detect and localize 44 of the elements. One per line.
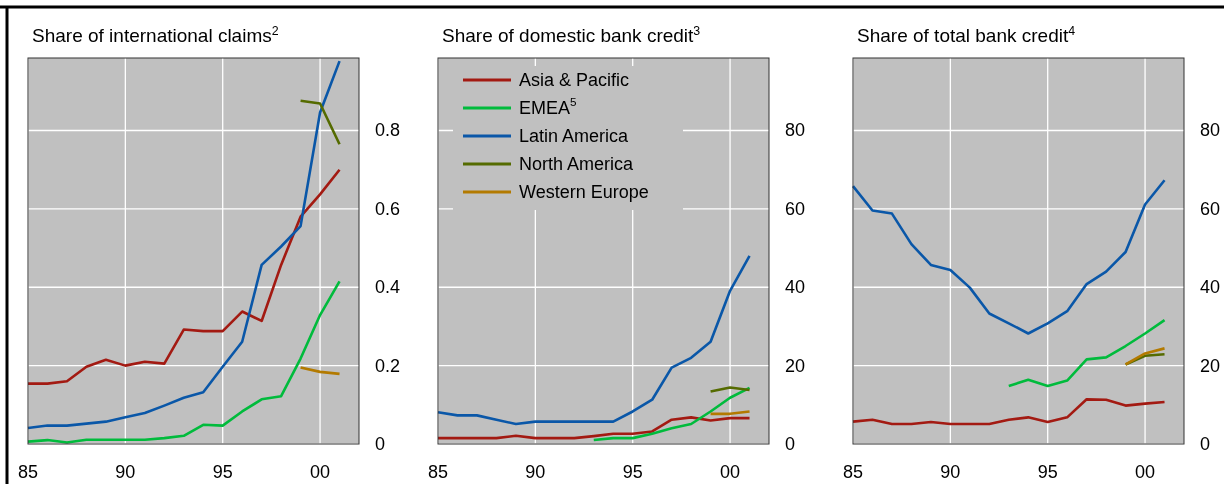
legend-label: Asia & Pacific — [519, 70, 630, 90]
line-series — [26, 168, 341, 385]
y-tick-label: 80 — [785, 120, 806, 141]
x-tick-label: 90 — [525, 462, 546, 482]
y-tick-label: 60 — [1200, 198, 1221, 219]
y-tick-label: 20 — [785, 355, 806, 376]
line-series — [851, 398, 1166, 426]
chart-title: Share of international claims$^{2}$ — [32, 24, 279, 46]
legend-label: North America — [519, 154, 635, 174]
x-tick-label: 85 — [427, 462, 449, 482]
line-series — [851, 178, 1166, 335]
y-tick-label: 0.6 — [375, 198, 401, 219]
x-tick-label: 95 — [622, 462, 643, 482]
y-tick-label: 20 — [1200, 355, 1221, 376]
legend-label: Latin America — [519, 126, 630, 146]
chart-title: Share of total bank credit$^{4}$ — [857, 24, 1076, 46]
x-tick-label: 90 — [115, 462, 136, 482]
line-series — [26, 280, 341, 444]
y-tick-label: 80 — [1200, 120, 1221, 141]
x-tick-label: 90 — [940, 462, 961, 482]
y-tick-label: 60 — [785, 198, 806, 219]
line-series — [592, 386, 751, 442]
chart-title: Share of domestic bank credit$^{3}$ — [442, 24, 701, 46]
legend-label: EMEA$^{5}$ — [519, 95, 578, 118]
y-tick-label: 0.2 — [375, 355, 401, 376]
y-tick-label: 0 — [1200, 434, 1211, 454]
x-tick-label: 95 — [212, 462, 233, 482]
y-tick-label: 0.4 — [375, 277, 401, 298]
x-tick-label: 00 — [720, 462, 741, 482]
x-tick-label: 95 — [1037, 462, 1058, 482]
x-tick-label: 00 — [310, 462, 331, 482]
x-tick-label: 85 — [17, 462, 39, 482]
y-tick-label: 0 — [785, 434, 796, 454]
y-tick-label: 40 — [1200, 277, 1221, 298]
line-series — [1007, 318, 1166, 388]
line-series — [436, 416, 751, 440]
y-tick-label: 0 — [375, 434, 386, 454]
x-tick-label: 85 — [842, 462, 864, 482]
line-series — [436, 254, 751, 426]
x-tick-label: 00 — [1135, 462, 1156, 482]
line-series — [26, 59, 341, 430]
y-tick-label: 0.8 — [375, 120, 401, 141]
y-tick-label: 40 — [785, 277, 806, 298]
legend-label: Western Europe — [519, 182, 649, 202]
